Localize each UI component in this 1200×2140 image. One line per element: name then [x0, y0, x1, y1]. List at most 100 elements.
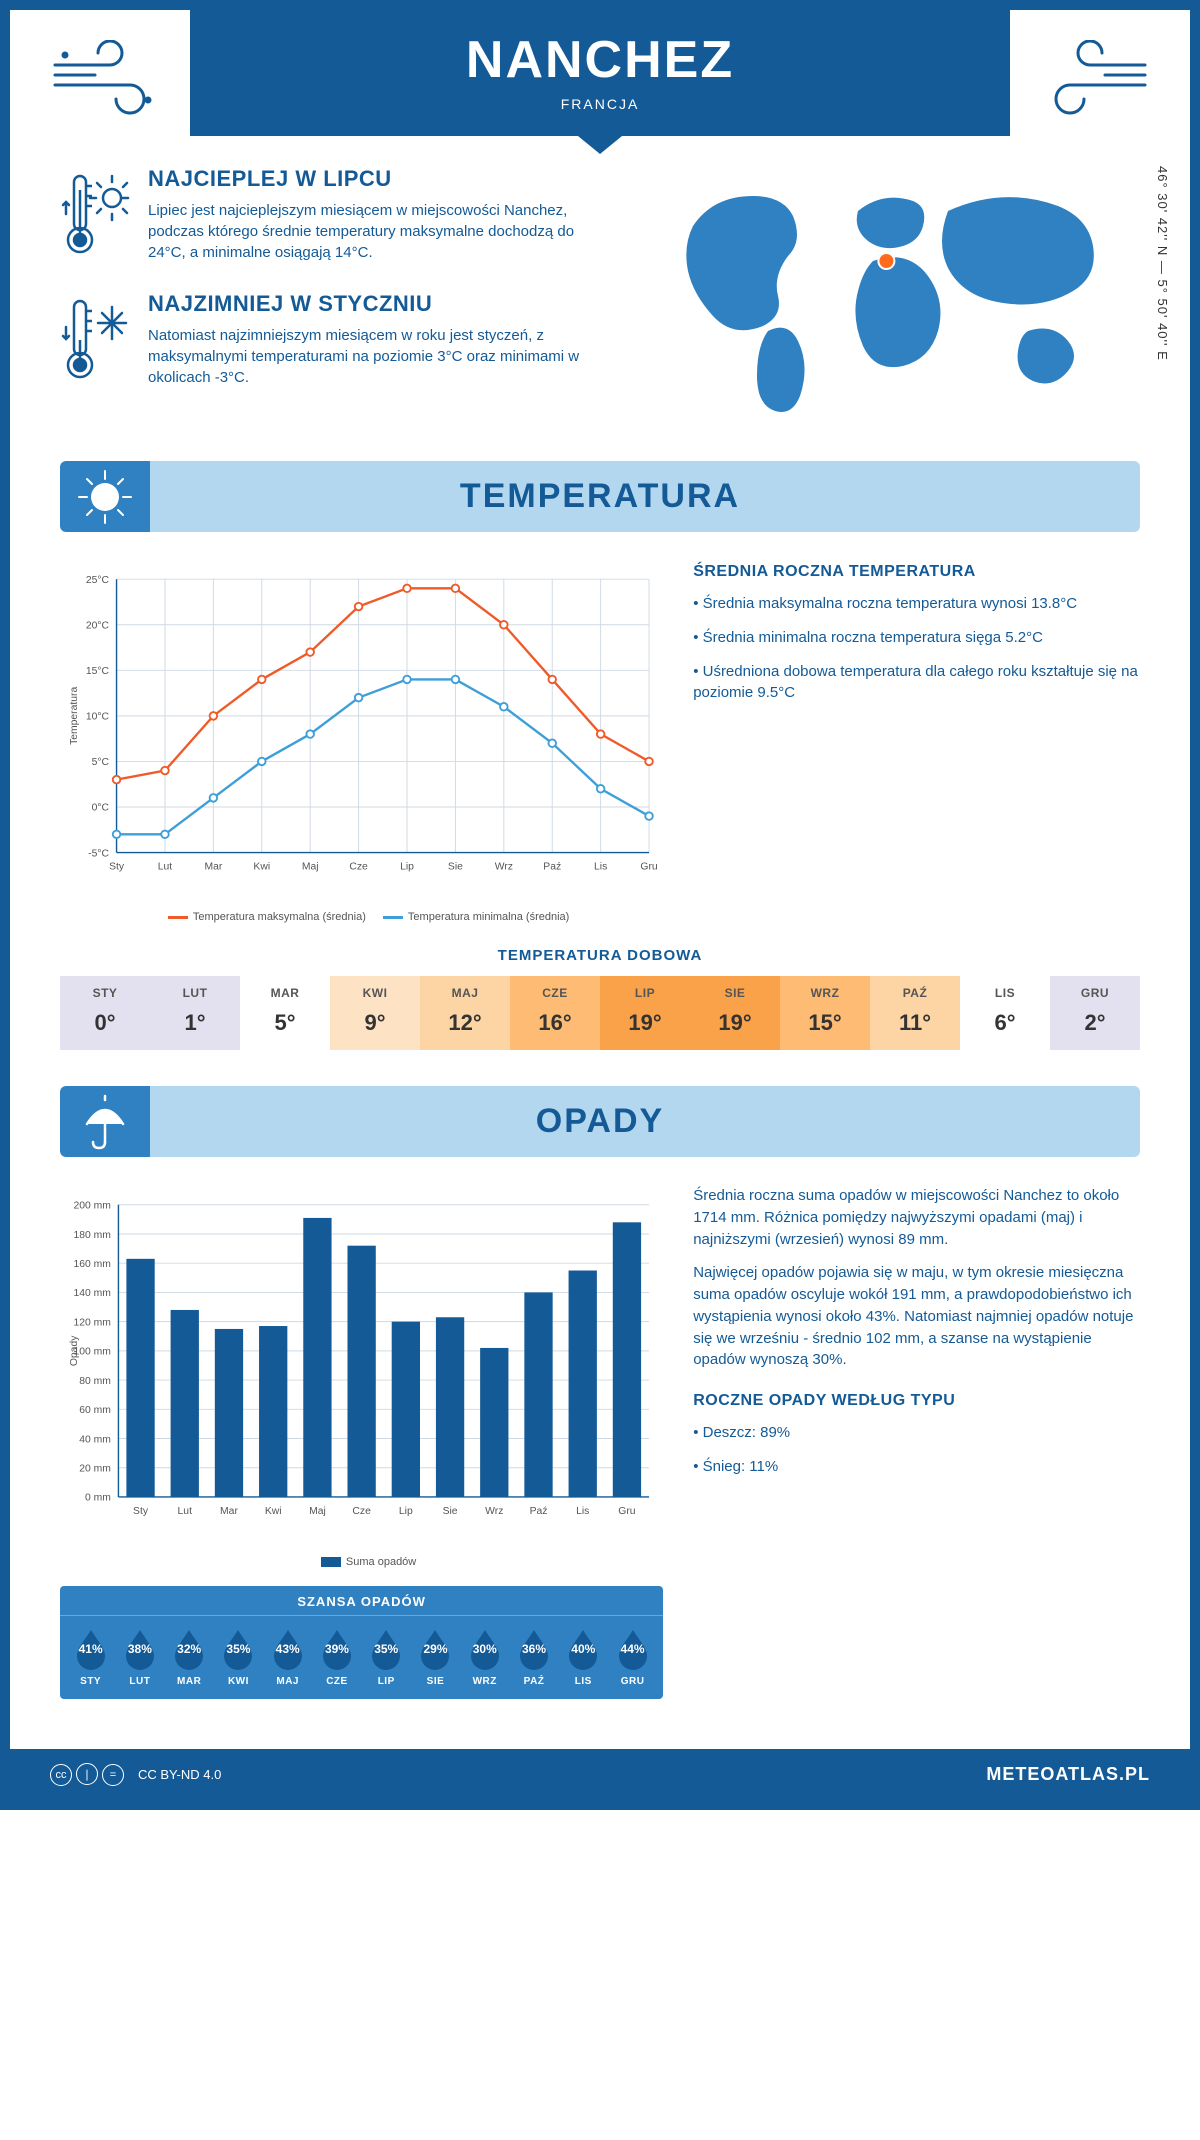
svg-text:Lut: Lut [178, 1506, 193, 1517]
daily-cell: LUT1° [150, 976, 240, 1050]
nd-icon: = [102, 1764, 124, 1786]
page: NANCHEZ FRANCJA NAJCIEPLEJ W LIPCU Lipie… [0, 0, 1200, 1810]
svg-text:Sty: Sty [133, 1506, 149, 1517]
title-banner: NANCHEZ FRANCJA [190, 10, 1010, 136]
precip-chance-drops: 41%STY38%LUT32%MAR35%KWI43%MAJ39%CZE35%L… [60, 1616, 663, 1691]
svg-text:Cze: Cze [352, 1506, 371, 1517]
cc-icon: cc [50, 1764, 72, 1786]
svg-text:0°C: 0°C [92, 803, 110, 814]
drop-cell: 35%KWI [216, 1626, 261, 1687]
svg-text:Lis: Lis [576, 1506, 589, 1517]
svg-text:0 mm: 0 mm [85, 1493, 111, 1504]
drop-cell: 39%CZE [314, 1626, 359, 1687]
svg-text:Sty: Sty [109, 861, 125, 872]
city-name: NANCHEZ [190, 30, 1010, 90]
precip-chance-title: SZANSA OPADÓW [60, 1586, 663, 1616]
thermometer-sun-icon [60, 166, 130, 263]
temperature-line-chart: -5°C0°C5°C10°C15°C20°C25°CStyLutMarKwiMa… [60, 560, 663, 900]
annual-temp-b2: • Średnia minimalna roczna temperatura s… [693, 627, 1140, 649]
precipitation-title: OPADY [60, 1102, 1140, 1141]
fact-hottest-title: NAJCIEPLEJ W LIPCU [148, 166, 606, 192]
drop-cell: 29%SIE [413, 1626, 458, 1687]
drop-cell: 40%LIS [561, 1626, 606, 1687]
license-text: CC BY-ND 4.0 [138, 1767, 221, 1782]
cc-icons: cc❘= [50, 1763, 128, 1786]
wind-decoration-right [1040, 40, 1150, 125]
precip-text-2: Najwięcej opadów pojawia się w maju, w t… [693, 1262, 1140, 1371]
precip-by-type-title: ROCZNE OPADY WEDŁUG TYPU [693, 1389, 1140, 1412]
precipitation-bar-chart: 0 mm20 mm40 mm60 mm80 mm100 mm120 mm140 … [60, 1185, 663, 1545]
daily-cell: GRU2° [1050, 976, 1140, 1050]
daily-cell: LIP19° [600, 976, 690, 1050]
svg-text:Wrz: Wrz [485, 1506, 503, 1517]
svg-text:5°C: 5°C [92, 757, 110, 768]
world-map [673, 166, 1113, 416]
svg-text:Opady: Opady [69, 1335, 80, 1366]
precipitation-legend: Suma opadów [60, 1556, 663, 1568]
sun-icon [60, 461, 150, 532]
intro-row: NAJCIEPLEJ W LIPCU Lipiec jest najcieple… [60, 166, 1140, 421]
fact-hottest: NAJCIEPLEJ W LIPCU Lipiec jest najcieple… [60, 166, 606, 263]
svg-text:Gru: Gru [618, 1506, 636, 1517]
drop-cell: 32%MAR [167, 1626, 212, 1687]
daily-cell: WRZ15° [780, 976, 870, 1050]
temperature-legend: Temperatura maksymalna (średnia) Tempera… [60, 911, 663, 923]
daily-cell: PAŹ11° [870, 976, 960, 1050]
daily-cell: LIS6° [960, 976, 1050, 1050]
svg-text:Paź: Paź [530, 1506, 548, 1517]
drop-cell: 43%MAJ [265, 1626, 310, 1687]
svg-text:Lip: Lip [400, 861, 414, 872]
svg-text:Lip: Lip [399, 1506, 413, 1517]
svg-text:Mar: Mar [220, 1506, 238, 1517]
svg-text:180 mm: 180 mm [73, 1230, 110, 1241]
section-header-precipitation: OPADY [60, 1086, 1140, 1157]
daily-cell: STY0° [60, 976, 150, 1050]
svg-text:Kwi: Kwi [253, 861, 270, 872]
brand: METEOATLAS.PL [986, 1764, 1150, 1785]
wind-decoration-left [50, 40, 160, 125]
coordinates: 46° 30' 42'' N — 5° 50' 40'' E [1155, 166, 1170, 361]
drop-cell: 41%STY [68, 1626, 113, 1687]
annual-temp-b1: • Średnia maksymalna roczna temperatura … [693, 593, 1140, 615]
svg-text:20 mm: 20 mm [79, 1464, 111, 1475]
svg-text:Paź: Paź [543, 861, 561, 872]
fact-coldest-title: NAJZIMNIEJ W STYCZNIU [148, 291, 606, 317]
svg-text:120 mm: 120 mm [73, 1317, 110, 1328]
daily-temp-table: STY0°LUT1°MAR5°KWI9°MAJ12°CZE16°LIP19°SI… [60, 976, 1140, 1050]
map-location-marker [878, 253, 894, 269]
svg-text:-5°C: -5°C [88, 848, 109, 859]
svg-text:160 mm: 160 mm [73, 1259, 110, 1270]
daily-cell: KWI9° [330, 976, 420, 1050]
daily-temp-title: TEMPERATURA DOBOWA [60, 947, 1140, 964]
annual-temp-b3: • Uśredniona dobowa temperatura dla całe… [693, 661, 1140, 705]
svg-text:15°C: 15°C [86, 666, 110, 677]
umbrella-icon [60, 1086, 150, 1157]
drop-cell: 36%PAŹ [511, 1626, 556, 1687]
daily-cell: SIE19° [690, 976, 780, 1050]
daily-cell: MAJ12° [420, 976, 510, 1050]
svg-text:40 mm: 40 mm [79, 1434, 111, 1445]
drop-cell: 44%GRU [610, 1626, 655, 1687]
country-name: FRANCJA [190, 96, 1010, 112]
annual-temp-title: ŚREDNIA ROCZNA TEMPERATURA [693, 560, 1140, 583]
svg-text:Temperatura: Temperatura [69, 687, 80, 745]
svg-text:Sie: Sie [448, 861, 463, 872]
svg-text:Lis: Lis [594, 861, 607, 872]
drop-cell: 30%WRZ [462, 1626, 507, 1687]
precip-chance-box: SZANSA OPADÓW 41%STY38%LUT32%MAR35%KWI43… [60, 1586, 663, 1699]
drop-cell: 35%LIP [364, 1626, 409, 1687]
precip-by-type-b2: • Śnieg: 11% [693, 1456, 1140, 1478]
svg-text:20°C: 20°C [86, 621, 110, 632]
svg-text:60 mm: 60 mm [79, 1405, 111, 1416]
footer: cc❘= CC BY-ND 4.0 METEOATLAS.PL [10, 1749, 1190, 1800]
fact-coldest-text: Natomiast najzimniejszym miesiącem w rok… [148, 325, 606, 388]
svg-text:Mar: Mar [204, 861, 222, 872]
section-header-temperature: TEMPERATURA [60, 461, 1140, 532]
svg-text:Maj: Maj [302, 861, 319, 872]
temperature-title: TEMPERATURA [60, 477, 1140, 516]
svg-text:Gru: Gru [640, 861, 658, 872]
svg-text:Maj: Maj [309, 1506, 326, 1517]
license: cc❘= CC BY-ND 4.0 [50, 1763, 221, 1786]
daily-cell: CZE16° [510, 976, 600, 1050]
by-icon: ❘ [76, 1763, 98, 1785]
